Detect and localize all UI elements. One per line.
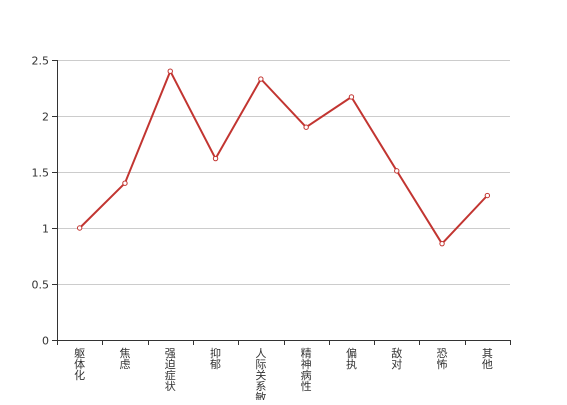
x-tick-label: 其他	[482, 347, 493, 371]
x-tick-label: 躯体化	[74, 347, 85, 382]
data-point	[76, 225, 83, 231]
y-tick-label: 1.5	[32, 167, 50, 180]
x-tick-label: 精神病性	[301, 347, 312, 393]
series-layer	[76, 68, 491, 247]
data-point	[122, 180, 128, 186]
data-point	[258, 76, 264, 82]
data-point	[484, 192, 491, 199]
data-point	[394, 168, 400, 174]
gridlines	[57, 60, 510, 285]
y-tick-label: 2	[42, 111, 49, 124]
data-point	[348, 94, 355, 100]
series-line	[78, 70, 489, 245]
x-tick-label: 抑郁	[210, 346, 221, 371]
data-point	[439, 240, 445, 247]
y-tick-label: 0	[42, 335, 49, 348]
y-axis-ticks: 0 0.5 1 1.5 2 2.5	[32, 55, 57, 348]
x-tick-label: 恐怖	[437, 347, 448, 371]
y-tick-label: 1	[42, 223, 49, 236]
data-point	[212, 155, 219, 162]
data-point	[303, 124, 309, 130]
data-point	[167, 68, 173, 74]
x-tick-label: 焦虑	[119, 347, 130, 371]
x-tick-label: 敌对	[391, 346, 402, 371]
x-tick-label: 人际关系敏感	[255, 347, 266, 400]
x-tick-label: 强迫症状	[165, 347, 176, 393]
y-tick-label: 2.5	[32, 55, 50, 68]
x-axis-ticks: 躯体化 焦虑 强迫症状 抑郁 人际关系敏感 精神病性 偏执 敌对 恐怖 其他	[57, 340, 511, 405]
y-tick-label: 0.5	[32, 279, 50, 292]
axes	[57, 60, 510, 341]
x-tick-label: 偏执	[346, 346, 357, 371]
